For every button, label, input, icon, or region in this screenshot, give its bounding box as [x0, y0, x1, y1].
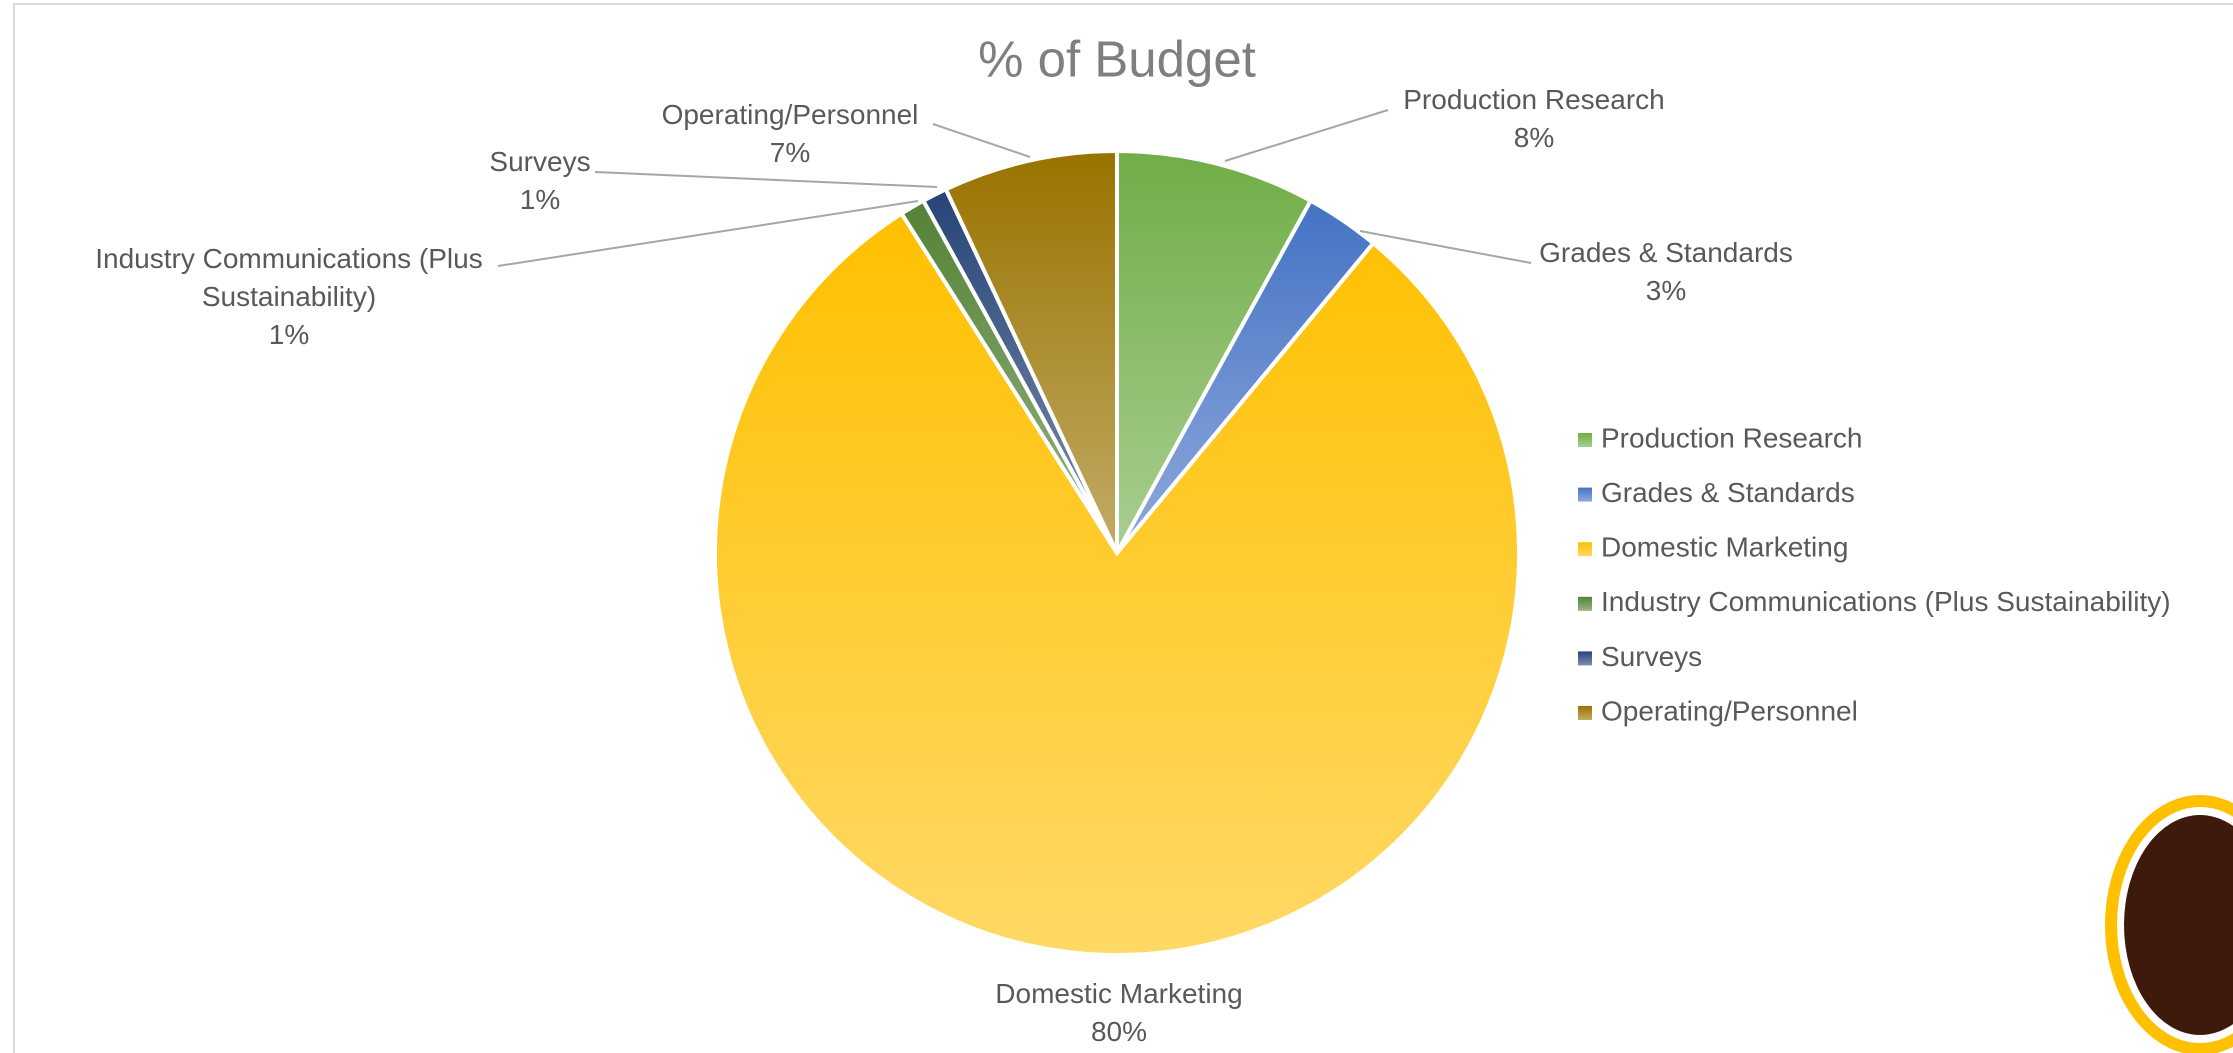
pie-slice [713, 210, 1521, 958]
legend-label: Operating/Personnel [1601, 695, 1858, 726]
label-name: Domestic Marketing [995, 978, 1243, 1009]
logo [2105, 795, 2233, 1053]
data-label: Grades & Standards 3% [1456, 234, 1876, 310]
label-value: 8% [1513, 122, 1555, 153]
leader-line [594, 171, 938, 188]
leader-line [1359, 230, 1532, 264]
label-name: Production Research [1403, 84, 1665, 115]
label-name: Industry Communications (Plus Sustainabi… [95, 243, 483, 312]
legend-swatch [1578, 542, 1592, 557]
label-value: 80% [1090, 1016, 1148, 1047]
legend-label: Production Research [1601, 422, 1862, 453]
label-value: 3% [1645, 275, 1687, 306]
legend-swatch [1578, 487, 1592, 502]
legend-label: Industry Communications (Plus Sustainabi… [1601, 586, 2171, 617]
legend-swatch [1578, 651, 1592, 666]
chart-title: % of Budget [978, 30, 1256, 87]
legend-label: Surveys [1601, 641, 1702, 672]
data-label: Industry Communications (Plus Sustainabi… [79, 240, 499, 354]
data-label: Production Research 8% [1324, 81, 1744, 157]
chart-border [13, 3, 2233, 1053]
label-value: 7% [769, 137, 811, 168]
pie-slice [943, 148, 1119, 554]
legend-swatch [1578, 596, 1592, 611]
leader-line [1224, 109, 1389, 162]
label-value: 1% [519, 184, 561, 215]
label-name: Surveys [489, 146, 591, 177]
legend-swatch [1578, 433, 1592, 447]
legend-label: Domestic Marketing [1601, 532, 1848, 563]
leader-line [932, 123, 1031, 158]
data-label: Domestic Marketing 80% [909, 975, 1329, 1051]
label-name: Operating/Personnel [661, 99, 919, 130]
data-label: Operating/Personnel 7% [580, 96, 1000, 172]
leader-line [497, 200, 919, 267]
pie-slice [1115, 148, 1314, 554]
legend-label: Grades & Standards [1601, 477, 1855, 508]
label-name: Grades & Standards [1539, 237, 1793, 268]
data-label: Surveys 1% [330, 143, 750, 219]
legend-swatch [1578, 706, 1592, 720]
label-value: 1% [268, 319, 310, 350]
